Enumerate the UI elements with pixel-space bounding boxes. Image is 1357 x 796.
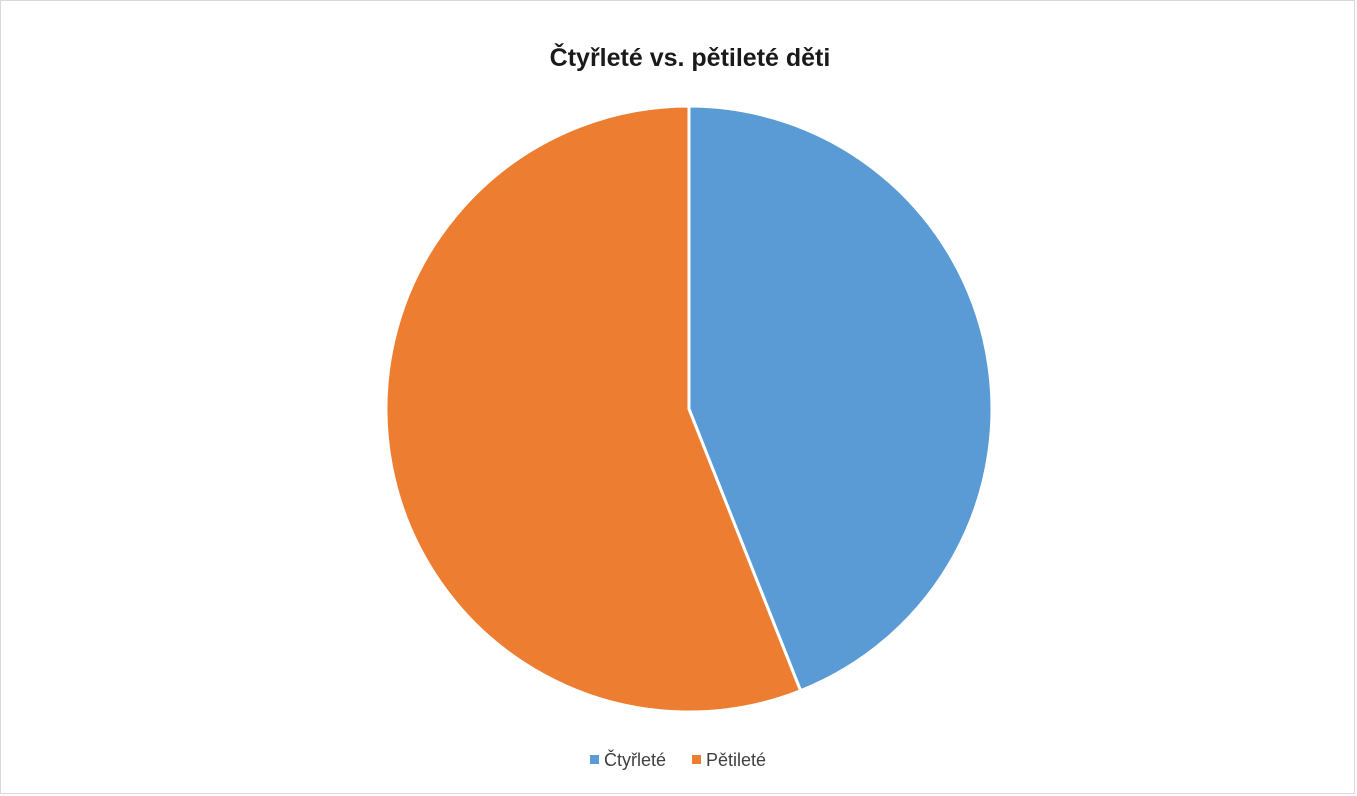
chart-title: Čtyřleté vs. pětileté děti xyxy=(550,42,831,72)
legend: Čtyřleté Pětileté xyxy=(590,749,766,770)
pie-slices xyxy=(384,104,994,714)
legend-swatch-2 xyxy=(692,755,702,764)
pie-slice-2 xyxy=(384,104,803,714)
legend-swatch-1 xyxy=(590,755,599,764)
pie-slice-1 xyxy=(687,104,994,693)
legend-label-1: Čtyřleté xyxy=(604,749,666,770)
legend-label-2: Pětileté xyxy=(706,750,766,770)
